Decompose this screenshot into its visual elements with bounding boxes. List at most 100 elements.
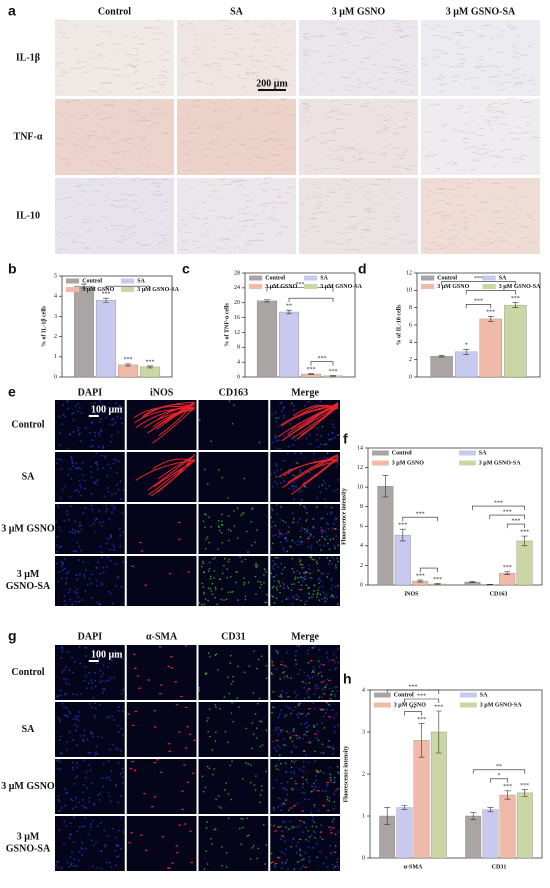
- tissue-fiber: [278, 231, 283, 234]
- nucleus: [319, 544, 321, 546]
- tissue-fiber: [67, 114, 73, 116]
- stain-dot: [299, 849, 301, 852]
- nucleus: [72, 464, 74, 467]
- nucleus: [337, 724, 339, 727]
- tissue-fiber: [300, 244, 307, 246]
- tissue-fiber: [87, 219, 93, 223]
- tissue-fiber: [108, 105, 114, 108]
- tissue-fiber: [299, 215, 304, 218]
- stain-dot: [205, 827, 208, 829]
- legend-swatch: [372, 460, 389, 466]
- y-tick-label: 12: [406, 270, 412, 276]
- legend-swatch: [482, 275, 496, 281]
- tissue-fiber: [272, 111, 280, 114]
- tissue-fiber: [55, 198, 63, 201]
- nucleus: [90, 407, 93, 410]
- tissue-fiber: [248, 47, 256, 50]
- nucleus: [81, 854, 83, 856]
- stain-dot: [238, 706, 240, 708]
- nucleus: [309, 443, 312, 445]
- tissue-fiber: [462, 137, 468, 140]
- stain-dot: [299, 853, 301, 856]
- stain-dot: [334, 865, 336, 868]
- nucleus: [72, 761, 74, 764]
- nucleus: [93, 803, 96, 806]
- error-bar: [147, 365, 153, 369]
- stain-dot: [210, 590, 213, 592]
- tissue-fiber: [379, 42, 388, 45]
- nucleus: [82, 798, 84, 801]
- nucleus: [321, 722, 323, 724]
- nucleus: [316, 674, 319, 677]
- nucleus: [94, 402, 96, 404]
- nucleus: [337, 478, 340, 481]
- stain-dot: [337, 560, 339, 563]
- stain-dot: [291, 402, 293, 405]
- error-bar: [487, 807, 494, 813]
- stain-dot: [244, 558, 247, 561]
- tissue-fiber: [234, 180, 243, 183]
- x-tick-label: CD163: [490, 591, 508, 597]
- stain-dot: [223, 599, 225, 601]
- nucleus: [107, 679, 110, 681]
- nucleus: [89, 703, 91, 705]
- tissue-fiber: [258, 204, 267, 207]
- nucleus: [294, 804, 297, 807]
- stain-dot: [311, 670, 314, 672]
- error-bar: [504, 790, 511, 800]
- stain-dot: [202, 571, 205, 573]
- nucleus: [94, 435, 97, 437]
- legend-label: 3 μM GSNO: [394, 702, 426, 708]
- tissue-fiber: [241, 86, 247, 89]
- nucleus: [110, 434, 113, 437]
- nucleus: [334, 661, 336, 664]
- tissue-fiber: [468, 106, 473, 109]
- stain-dot: [159, 771, 163, 773]
- column-header: iNOS: [150, 387, 174, 398]
- nucleus: [329, 704, 331, 707]
- tissue-fiber: [122, 138, 131, 140]
- tissue-fiber: [191, 216, 199, 218]
- stain-dot: [218, 578, 221, 580]
- stain-dot: [236, 507, 239, 509]
- nucleus: [80, 693, 83, 695]
- nucleus: [71, 531, 74, 534]
- stain-dot: [206, 821, 208, 823]
- nucleus: [303, 792, 306, 795]
- tissue-fiber: [305, 105, 311, 107]
- tissue-fiber: [302, 61, 307, 64]
- tissue-fiber: [148, 219, 155, 221]
- tissue-fiber: [85, 247, 90, 250]
- tissue-fiber: [320, 141, 328, 144]
- nucleus: [63, 843, 65, 846]
- stain-dot: [328, 439, 331, 441]
- stain-dot: [178, 731, 181, 733]
- nucleus: [76, 466, 79, 469]
- tissue-fiber: [342, 76, 351, 79]
- stain-dot: [285, 598, 288, 600]
- tissue-fiber: [324, 241, 331, 243]
- tissue-fiber: [456, 40, 460, 43]
- tissue-fiber: [273, 78, 282, 81]
- nucleus: [72, 693, 74, 695]
- nucleus: [105, 656, 107, 659]
- stain-dot: [215, 731, 217, 733]
- stain-dot: [284, 762, 287, 764]
- stain-strand: [133, 406, 195, 419]
- tissue-fiber: [463, 222, 468, 225]
- nucleus: [293, 770, 296, 773]
- nucleus: [88, 800, 90, 803]
- nucleus: [111, 602, 114, 605]
- stain-dot: [265, 844, 267, 846]
- nucleus: [299, 471, 302, 473]
- tissue-fiber: [85, 134, 93, 136]
- stain-dot: [336, 557, 339, 559]
- nucleus: [295, 845, 298, 848]
- tissue-fiber: [347, 193, 352, 196]
- stain-dot: [298, 560, 301, 563]
- row-label: 3 μM GSNO: [1, 781, 55, 792]
- nucleus: [326, 651, 328, 654]
- micrograph-bg: [198, 645, 269, 700]
- nucleus: [75, 718, 78, 720]
- stain-dot: [331, 594, 333, 596]
